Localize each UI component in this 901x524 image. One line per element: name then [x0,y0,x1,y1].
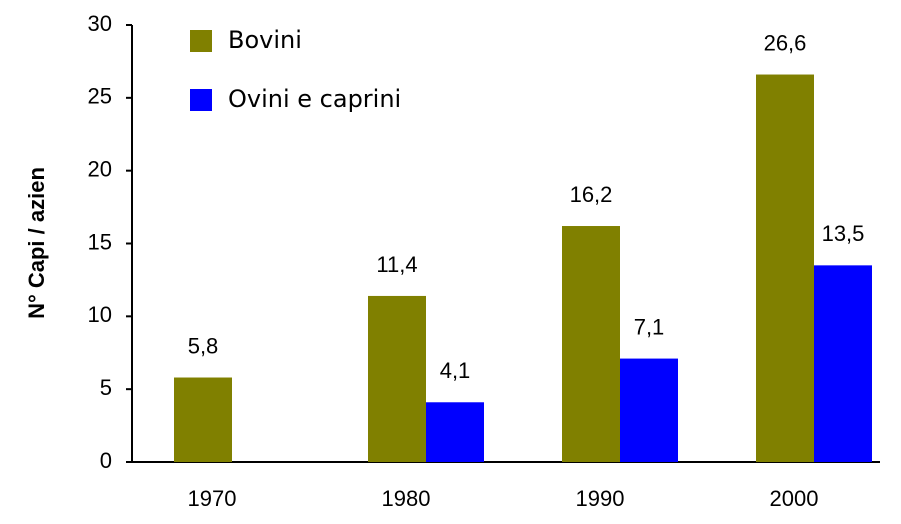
y-tick-label: 5 [100,375,112,400]
y-tick-label: 30 [88,11,112,36]
bar [814,265,872,462]
value-label: 7,1 [634,314,665,339]
legend-swatch [190,30,212,52]
x-tick-label: 1980 [382,486,431,511]
legend-swatch [190,89,212,111]
value-label: 5,8 [188,333,219,358]
y-tick-label: 0 [100,448,112,473]
x-tick-label: 2000 [770,486,819,511]
value-label: 11,4 [376,252,417,277]
x-tick-label: 1990 [576,486,625,511]
legend-label: Ovini e caprini [228,85,401,113]
value-label: 16,2 [570,182,613,207]
value-label: 26,6 [764,30,807,55]
bar [756,74,814,462]
bar [174,377,232,462]
y-tick-label: 15 [88,229,112,254]
legend-label: Bovini [228,26,302,54]
value-label: 13,5 [822,221,865,246]
x-tick-label: 1970 [188,486,237,511]
value-label: 4,1 [440,358,471,383]
y-tick-label: 10 [88,302,112,327]
bar [562,226,620,462]
y-tick-label: 20 [88,156,112,181]
bar [426,402,484,462]
bar [368,295,426,462]
y-tick-label: 25 [88,84,112,109]
bar [620,358,678,462]
y-axis-title: N° Capi / azien [24,167,49,319]
